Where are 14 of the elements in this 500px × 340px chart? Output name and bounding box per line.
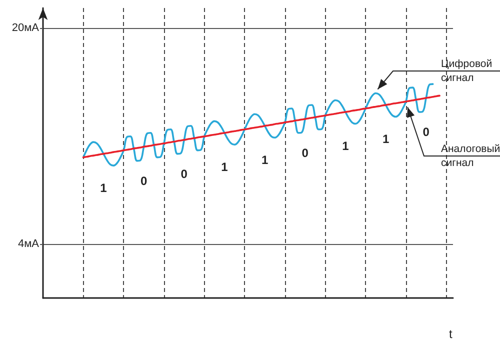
series-label: Цифровой сигнал <box>441 58 492 84</box>
annotation: 0 <box>180 166 188 181</box>
annotation: 0 <box>422 124 430 139</box>
y-tick-label: 20мА <box>12 22 40 34</box>
annotation: 0 <box>140 174 148 188</box>
annotation: 1 <box>261 152 268 167</box>
text: Аналоговый сигнал <box>441 143 500 169</box>
x-axis-title: t <box>449 327 453 340</box>
annotation: 1 <box>221 160 228 174</box>
y-tick-label: 4мА <box>18 238 40 250</box>
annotation: 1 <box>342 138 350 153</box>
annotation: 1 <box>382 132 390 146</box>
annotation: 1 <box>100 180 108 195</box>
annotation: 0 <box>302 146 309 160</box>
